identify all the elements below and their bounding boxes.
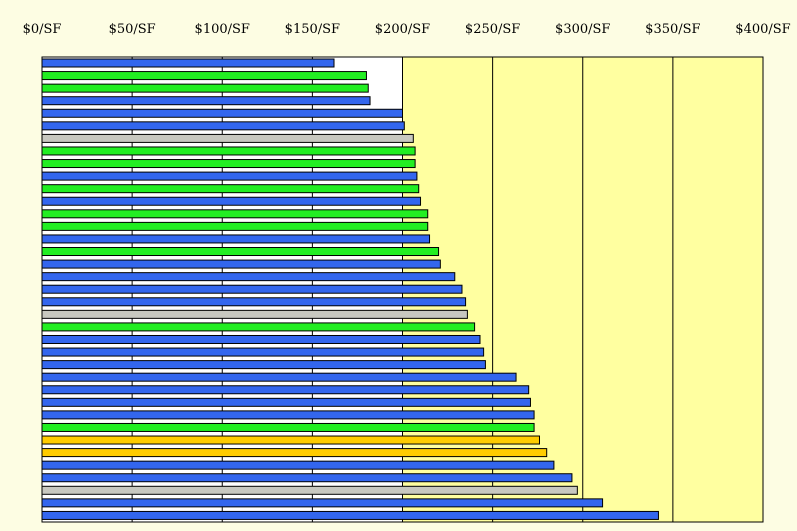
bar bbox=[41, 360, 486, 370]
bar bbox=[41, 448, 548, 458]
bar bbox=[41, 510, 659, 520]
bar bbox=[41, 196, 422, 206]
bar bbox=[41, 385, 530, 395]
bar bbox=[41, 372, 517, 382]
plot-border bbox=[41, 56, 764, 523]
bar bbox=[41, 209, 429, 219]
x-tick-label: $250/SF bbox=[465, 22, 520, 37]
bar bbox=[41, 334, 481, 344]
bar bbox=[41, 397, 531, 407]
bar bbox=[41, 259, 441, 269]
bars bbox=[41, 58, 659, 520]
bar bbox=[41, 410, 535, 420]
bar bbox=[41, 322, 476, 332]
bar bbox=[41, 297, 467, 307]
bar bbox=[41, 309, 468, 319]
bar bbox=[41, 83, 369, 93]
bar bbox=[41, 347, 485, 357]
x-tick-label: $50/SF bbox=[109, 22, 156, 37]
bar bbox=[41, 221, 429, 231]
bar bbox=[41, 473, 573, 483]
bar bbox=[41, 498, 604, 508]
x-axis-tick-labels: $0/SF $50/SF $100/SF $150/SF $200/SF $250/SF $… bbox=[23, 22, 791, 37]
bar bbox=[41, 71, 367, 81]
bar bbox=[41, 108, 403, 118]
x-tick-label: $0/SF bbox=[23, 22, 62, 37]
bar bbox=[41, 485, 578, 495]
bar bbox=[41, 133, 414, 143]
bar bbox=[41, 272, 456, 282]
bar bbox=[41, 284, 463, 294]
bar bbox=[41, 159, 416, 169]
x-tick-label: $100/SF bbox=[195, 22, 250, 37]
plot-frame bbox=[41, 56, 764, 523]
bar bbox=[41, 121, 405, 131]
bar bbox=[41, 184, 420, 194]
bar bbox=[41, 96, 371, 106]
bar bbox=[41, 146, 416, 156]
bar bbox=[41, 435, 540, 445]
bar bbox=[41, 234, 431, 244]
x-tick-label: $350/SF bbox=[645, 22, 700, 37]
bar bbox=[41, 171, 418, 181]
x-tick-label: $200/SF bbox=[375, 22, 430, 37]
bar bbox=[41, 422, 535, 432]
x-tick-label: $300/SF bbox=[555, 22, 610, 37]
x-tick-label: $400/SF bbox=[735, 22, 790, 37]
bar bbox=[41, 58, 335, 68]
bar bbox=[41, 247, 440, 257]
x-tick-label: $150/SF bbox=[285, 22, 340, 37]
bar bbox=[41, 460, 555, 470]
